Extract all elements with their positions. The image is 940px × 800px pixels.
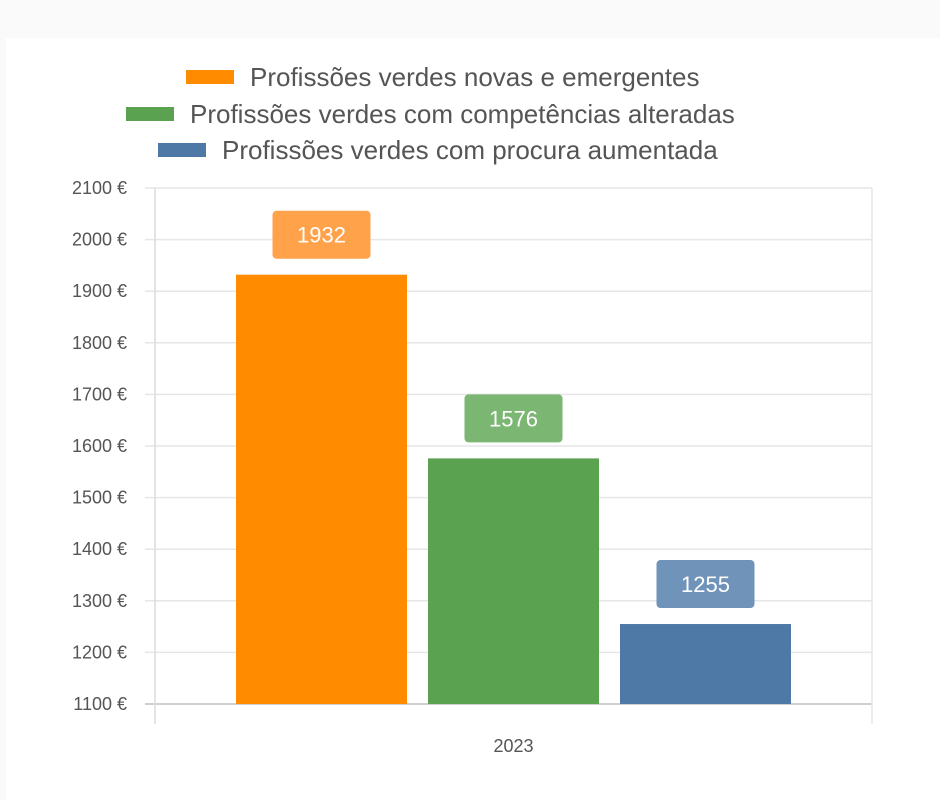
legend: Profissões verdes novas e emergentes Prof…: [126, 62, 735, 165]
legend-label: Profissões verdes novas e emergentes: [250, 62, 699, 92]
data-label-box: [272, 210, 371, 259]
y-tick-label: 1200 €: [72, 642, 127, 662]
data-label: 1576: [489, 406, 538, 431]
y-tick-label: 2000 €: [72, 230, 127, 250]
bar-1: [236, 274, 407, 704]
x-tick-label: 2023: [493, 736, 533, 756]
legend-label: Profissões verdes com competências alter…: [190, 99, 735, 129]
data-label-box: [656, 560, 755, 609]
y-tick-label: 1500 €: [72, 488, 127, 508]
data-label: 1255: [681, 572, 730, 597]
legend-swatch: [158, 143, 206, 157]
y-tick-label: 1400 €: [72, 539, 127, 559]
data-label: 1932: [297, 223, 346, 248]
y-tick-label: 1800 €: [72, 333, 127, 353]
y-tick-label: 1600 €: [72, 436, 127, 456]
bar-2: [428, 458, 599, 704]
y-tick-label: 2100 €: [72, 178, 127, 198]
legend-item: Profissões verdes novas e emergentes: [186, 62, 699, 92]
y-tick-label: 1300 €: [72, 591, 127, 611]
bar-3: [620, 624, 791, 704]
data-label-box: [464, 394, 563, 443]
y-tick-label: 1900 €: [72, 281, 127, 301]
legend-swatch: [186, 70, 234, 84]
y-tick-label: 1100 €: [73, 694, 127, 714]
legend-item: Profissões verdes com competências alter…: [126, 99, 735, 129]
legend-label: Profissões verdes com procura aumentada: [222, 135, 718, 165]
legend-item: Profissões verdes com procura aumentada: [158, 135, 718, 165]
legend-swatch: [126, 107, 174, 121]
y-tick-label: 1700 €: [72, 384, 127, 404]
